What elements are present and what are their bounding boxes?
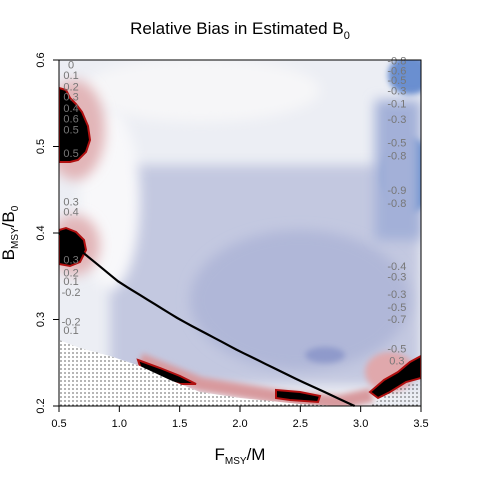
y-tick-label: 0.2 xyxy=(35,398,47,413)
contour-label: 0.1 xyxy=(63,325,78,337)
contour-label: -0.6 xyxy=(387,66,406,78)
contour-label: 0.4 xyxy=(63,103,78,115)
contour-label: 0.5 xyxy=(63,125,78,137)
contour-label: -0.3 xyxy=(387,114,406,126)
heatmap-zone-negative-right xyxy=(375,100,421,240)
saturated-region-upper-left xyxy=(59,86,92,163)
x-tick-label: 2.0 xyxy=(232,418,247,430)
heatmap-zone-negative-3 xyxy=(305,347,345,363)
y-tick-label: 0.3 xyxy=(35,312,47,327)
heatmap-zone-strong-negative-upper xyxy=(388,60,421,95)
x-tick-label: 2.5 xyxy=(293,418,308,430)
contour-label: 0.1 xyxy=(63,276,78,288)
x-tick-label: 1.0 xyxy=(112,418,127,430)
contour-label: 0.2 xyxy=(63,267,78,279)
contour-label: 0.1 xyxy=(63,70,78,82)
y-tick-label: 0.4 xyxy=(35,225,47,240)
heatmap-zone-zero-upper xyxy=(80,60,320,122)
contour-labels: 00.10.20.30.40.60.50.50.30.40.30.20.1-0.… xyxy=(62,55,407,367)
y-tick-label: 0.5 xyxy=(35,139,47,154)
contour-label: -0.5 xyxy=(387,302,406,314)
contour-label: -0.7 xyxy=(387,314,406,326)
saturated-region-bottom xyxy=(275,388,322,404)
contour-label: 0.4 xyxy=(63,207,78,219)
chart-title: Relative Bias in Estimated B0 xyxy=(130,19,350,42)
contour-label: -0.5 xyxy=(387,343,406,355)
contour-label: 0.3 xyxy=(389,355,404,367)
contour-label: -0.5 xyxy=(387,138,406,150)
contour-label: 0.3 xyxy=(63,196,78,208)
y-axis: 0.2 0.3 0.4 0.5 0.6 xyxy=(35,52,59,414)
heatmap-zone-negative-2 xyxy=(190,230,410,370)
contour-label: -0.2 xyxy=(62,287,81,299)
x-tick-label: 3.0 xyxy=(353,418,368,430)
infeasible-region-stipple-right xyxy=(370,380,421,406)
x-tick-label: 1.5 xyxy=(172,418,187,430)
contour-label: -0.8 xyxy=(387,150,406,162)
saturated-region-lower-right xyxy=(368,354,421,400)
contour-label: 0.5 xyxy=(63,148,78,160)
contour-label: 0.3 xyxy=(63,92,78,104)
contour-label: 0.2 xyxy=(63,81,78,93)
contour-label: -0.2 xyxy=(62,317,81,329)
reference-curve xyxy=(58,232,356,407)
contour-label: -0.5 xyxy=(387,75,406,87)
contour-label: -0.4 xyxy=(387,261,406,273)
contour-label: -0.8 xyxy=(387,198,406,210)
contour-label: -0.8 xyxy=(387,55,406,67)
x-tick-label: 3.5 xyxy=(413,418,428,430)
contour-label: -0.3 xyxy=(387,86,406,98)
contour-label: -0.1 xyxy=(387,99,406,111)
heatmap-surface xyxy=(59,60,421,406)
contour-label: -0.3 xyxy=(387,289,406,301)
contour-label: 0 xyxy=(68,60,74,72)
contour-label: -0.9 xyxy=(387,185,406,197)
contour-label: 0.3 xyxy=(63,254,78,266)
x-axis-label: FMSY/M xyxy=(215,445,266,467)
chart-title-subscript: 0 xyxy=(344,30,350,42)
y-axis-label: BMSY/B0 xyxy=(0,205,21,260)
x-tick-label: 0.5 xyxy=(51,418,66,430)
contour-label: 0.6 xyxy=(63,113,78,125)
y-tick-label: 0.6 xyxy=(35,52,47,67)
contour-label: -0.3 xyxy=(387,272,406,284)
infeasible-region-stipple xyxy=(59,340,340,406)
x-axis: 0.5 1.0 1.5 2.0 2.5 3.0 3.5 xyxy=(51,406,429,430)
